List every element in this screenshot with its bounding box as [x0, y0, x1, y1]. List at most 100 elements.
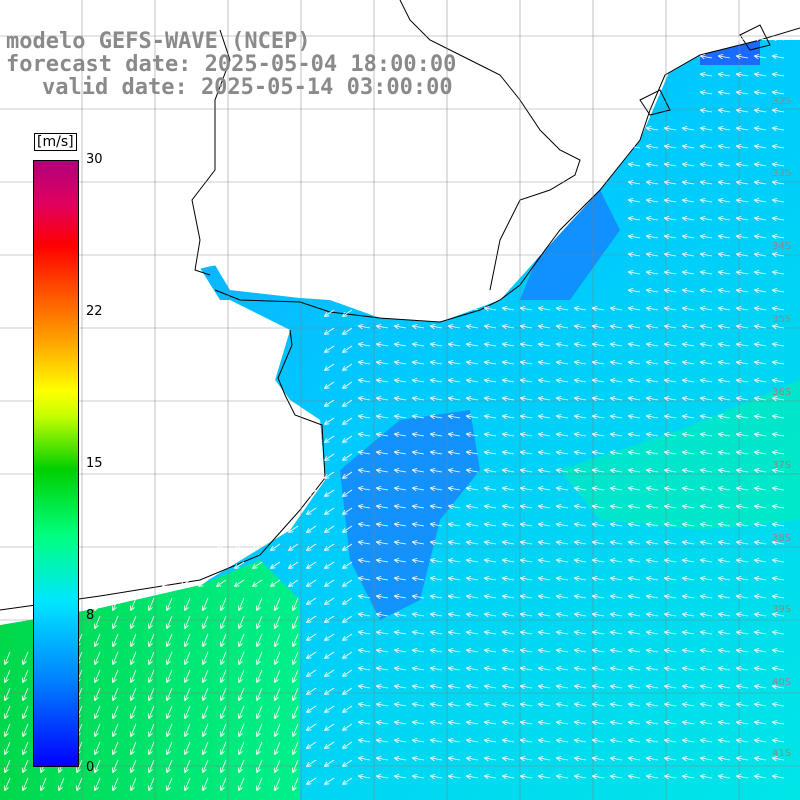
lat-label: 34S	[772, 241, 792, 252]
wind-arrow	[377, 344, 389, 346]
wind-arrow	[431, 344, 443, 346]
wind-arrow	[683, 524, 695, 526]
wind-arrow	[593, 416, 605, 418]
wind-arrow	[23, 759, 29, 772]
wind-arrow	[665, 758, 677, 760]
wind-arrow	[665, 452, 677, 454]
wind-arrow	[611, 416, 623, 418]
wind-arrow	[131, 723, 137, 736]
wind-arrow	[575, 560, 587, 562]
wind-arrow	[593, 650, 605, 652]
wind-arrow	[665, 344, 677, 346]
wind-arrow	[413, 308, 425, 310]
colorbar-tick-8: 8	[86, 608, 95, 623]
wind-arrow	[593, 776, 605, 778]
colorbar-unit: [m/s]	[34, 133, 77, 151]
wind-arrow	[293, 597, 299, 610]
wind-arrow	[307, 507, 317, 514]
wind-arrow	[275, 651, 281, 664]
wind-arrow	[557, 722, 569, 724]
wind-arrow	[395, 596, 407, 598]
wind-arrow	[503, 740, 515, 742]
wind-arrow	[719, 704, 731, 706]
wind-arrow	[539, 398, 551, 400]
wind-arrow	[395, 452, 407, 454]
wind-arrow	[719, 578, 731, 580]
wind-arrow	[575, 308, 587, 310]
wind-arrow	[557, 344, 569, 346]
wind-arrow	[485, 362, 497, 364]
wind-arrow	[431, 704, 443, 706]
wind-arrow	[773, 470, 785, 472]
wind-arrow	[737, 506, 749, 508]
wind-arrow	[449, 344, 461, 346]
wind-arrow	[629, 560, 641, 562]
wind-arrow	[395, 308, 407, 310]
wind-arrow	[185, 723, 191, 736]
wind-arrow	[449, 650, 461, 652]
wind-arrow	[293, 741, 299, 754]
wind-arrow	[521, 506, 533, 508]
wind-arrow	[755, 740, 767, 742]
wind-arrow	[23, 777, 29, 790]
wind-arrow	[377, 434, 389, 436]
wind-arrow	[773, 164, 785, 166]
wind-arrow	[203, 705, 209, 718]
wind-arrow	[359, 434, 371, 436]
wind-arrow	[647, 776, 659, 778]
wind-arrow	[395, 326, 407, 328]
wind-arrow	[95, 687, 101, 700]
wind-arrow	[377, 452, 389, 454]
wind-arrow	[413, 416, 425, 418]
wind-arrow	[773, 56, 785, 58]
wind-arrow	[773, 290, 785, 292]
wind-arrow	[575, 614, 587, 616]
wind-arrow	[377, 632, 389, 634]
wind-arrow	[343, 471, 353, 478]
wind-arrow	[737, 344, 749, 346]
wind-arrow	[773, 704, 785, 706]
wind-arrow	[539, 308, 551, 310]
wind-arrow	[683, 200, 695, 202]
wind-arrow	[701, 434, 713, 436]
wind-arrow	[647, 416, 659, 418]
wind-arrow	[665, 308, 677, 310]
wind-arrow	[755, 758, 767, 760]
wind-arrow	[593, 344, 605, 346]
wind-arrow	[575, 488, 587, 490]
wind-arrow	[163, 579, 173, 586]
wind-arrow	[257, 651, 263, 664]
wind-arrow	[737, 272, 749, 274]
wind-arrow	[449, 470, 461, 472]
lat-label: 37S	[772, 460, 792, 471]
wind-arrow	[521, 524, 533, 526]
wind-arrow	[647, 182, 659, 184]
wind-arrow	[755, 218, 767, 220]
wind-arrow	[503, 398, 515, 400]
wind-arrow	[539, 344, 551, 346]
wind-arrow	[701, 560, 713, 562]
wind-arrow	[431, 326, 443, 328]
wind-arrow	[113, 651, 119, 664]
wind-arrow	[131, 651, 137, 664]
wind-arrow	[325, 507, 335, 514]
wind-arrow	[149, 741, 155, 754]
wind-arrow	[665, 236, 677, 238]
wind-arrow	[647, 128, 659, 130]
wind-arrow	[773, 200, 785, 202]
wind-arrow	[719, 470, 731, 472]
wind-arrow	[377, 776, 389, 778]
wind-arrow	[755, 110, 767, 112]
wind-arrow	[449, 776, 461, 778]
wind-arrow	[503, 704, 515, 706]
wind-arrow	[431, 488, 443, 490]
wind-arrow	[773, 740, 785, 742]
wind-arrow	[325, 417, 335, 424]
wind-arrow	[557, 740, 569, 742]
wind-arrow	[611, 542, 623, 544]
wind-arrow	[773, 632, 785, 634]
wind-arrow	[665, 614, 677, 616]
wind-arrow	[359, 704, 371, 706]
wind-arrow	[755, 236, 767, 238]
wind-arrow	[521, 776, 533, 778]
